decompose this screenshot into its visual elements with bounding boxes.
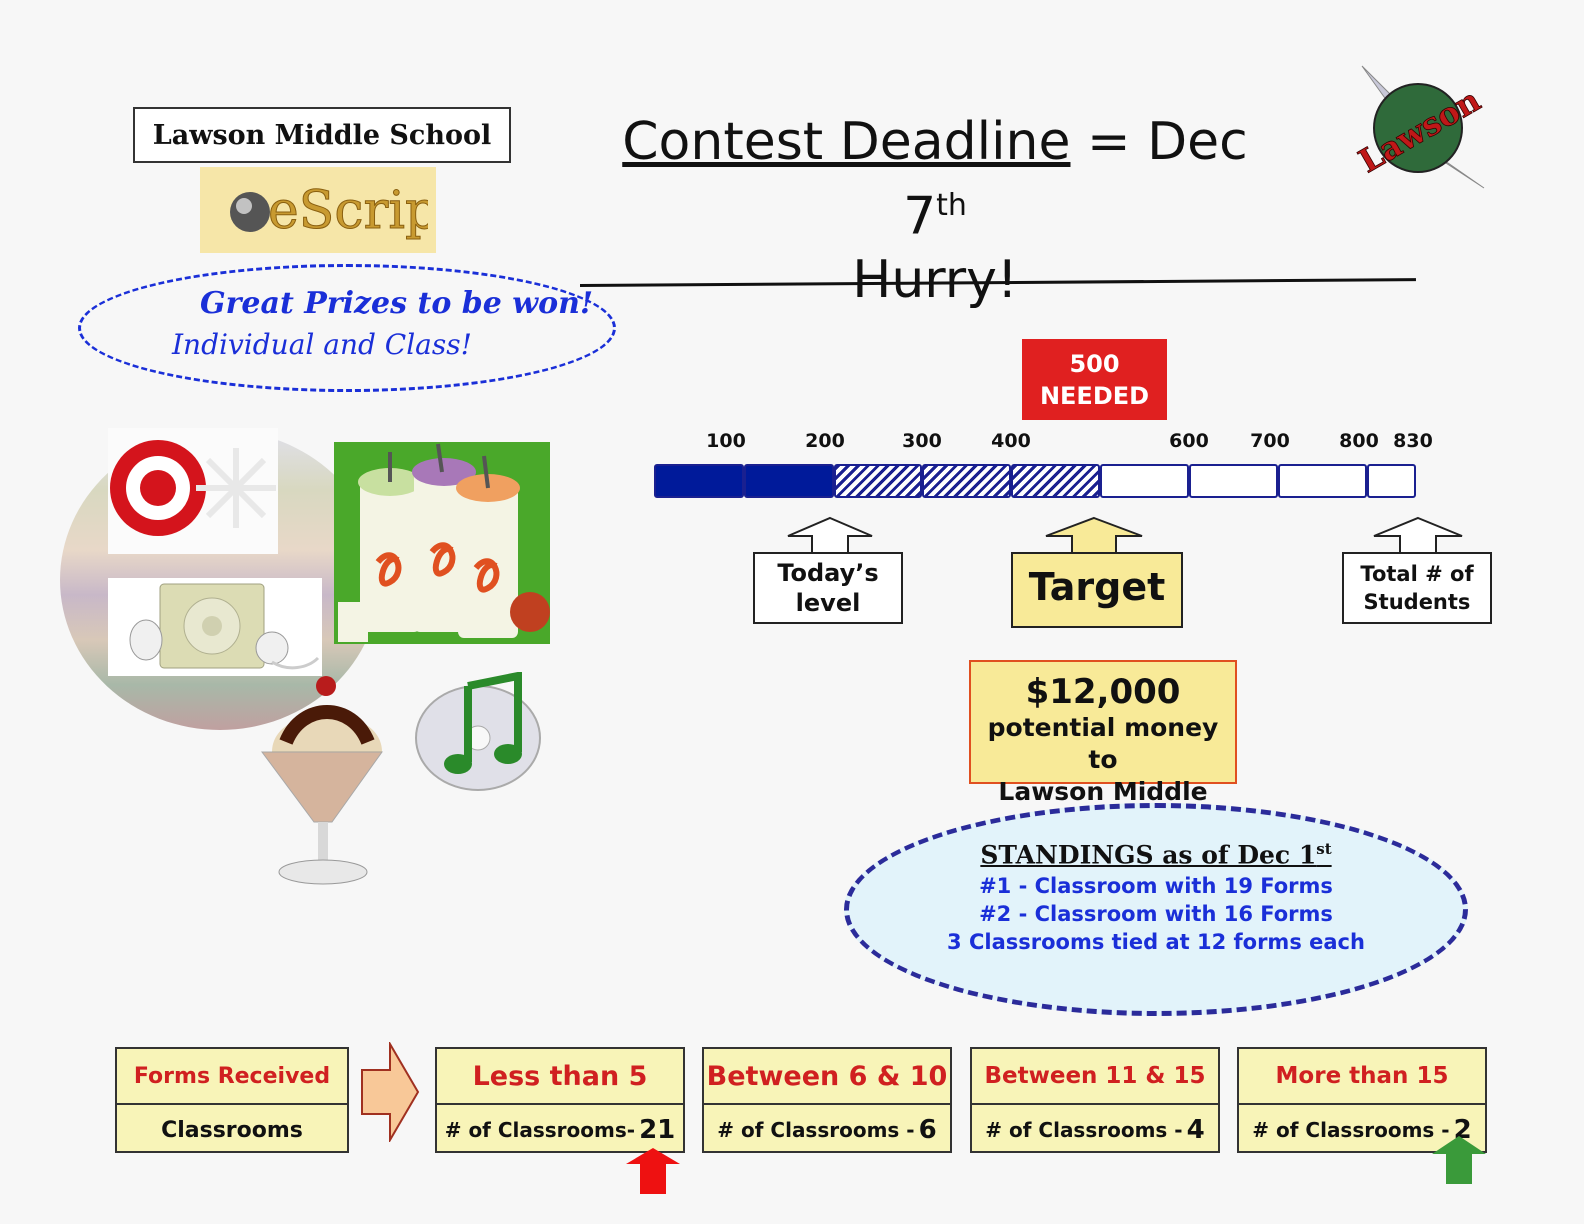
deadline-headline: Contest Deadline = Dec 7th Hurry! xyxy=(590,110,1280,312)
forms-bin-range: Less than 5 xyxy=(437,1049,683,1105)
tick-label: 200 xyxy=(805,430,845,452)
escrip-logo-text: eScrip xyxy=(268,181,428,241)
target-callout: Target xyxy=(1011,552,1183,628)
escrip-logo: eScrip xyxy=(200,167,436,253)
deadline-date: = Dec 7 xyxy=(903,112,1248,247)
itunes-music-icon xyxy=(414,671,542,792)
forms-bin-count-label: # of Classrooms - xyxy=(985,1118,1183,1142)
standings-title: STANDINGS as of Dec 1st xyxy=(844,840,1468,869)
tick-label: 800 xyxy=(1339,430,1379,452)
standings-line: 3 Classrooms tied at 12 forms each xyxy=(947,930,1365,954)
classrooms-label: Classrooms xyxy=(161,1117,303,1143)
school-name: Lawson Middle School xyxy=(152,119,492,151)
needed-number: 500 xyxy=(1069,349,1120,378)
jamba-juice-image xyxy=(334,442,550,644)
forms-bin-box: More than 15 # of Classrooms -2 xyxy=(1237,1047,1487,1153)
forms-bin-box: Between 6 & 10 # of Classrooms -6 xyxy=(702,1047,952,1153)
money-line-2: Lawson Middle xyxy=(998,777,1208,806)
money-box: $12,000 potential money to Lawson Middle xyxy=(969,660,1237,806)
forms-bin-count-label: # of Classrooms - xyxy=(717,1118,915,1142)
prizes-line-2: Individual and Class! xyxy=(172,328,472,361)
progress-segment-target xyxy=(1011,464,1100,498)
forms-bin-range: Between 6 & 10 xyxy=(704,1049,950,1105)
forms-bin-count: 4 xyxy=(1186,1115,1205,1145)
standings-line: #2 - Classroom with 16 Forms xyxy=(979,902,1333,926)
progress-segment-empty xyxy=(1278,464,1367,498)
deadline-sup: th xyxy=(936,188,967,223)
progress-segment-filled xyxy=(744,464,834,498)
deadline-label: Contest Deadline xyxy=(622,112,1071,172)
forms-bin-range: More than 15 xyxy=(1239,1049,1485,1105)
progress-segment-empty xyxy=(1189,464,1278,498)
forms-bin-box: Less than 5 # of Classrooms- 21 xyxy=(435,1047,685,1153)
forms-received-label: Forms Received xyxy=(117,1049,347,1105)
prizes-line-1: Great Prizes to be won! xyxy=(200,286,594,321)
sundae-image xyxy=(252,672,392,890)
ipod-shuffle-image xyxy=(108,578,322,676)
money-amount: $12,000 xyxy=(1025,672,1181,712)
forms-bin-count-label: # of Classrooms - xyxy=(1252,1118,1450,1142)
progress-segment-empty xyxy=(1100,464,1189,498)
standings-title-text: STANDINGS as of Dec 1 xyxy=(980,840,1317,870)
total-students-callout: Total # of Students xyxy=(1342,552,1492,624)
standings-ellipse xyxy=(844,803,1468,1016)
total-arrow-icon xyxy=(1373,516,1463,554)
tick-label: 830 xyxy=(1393,430,1433,452)
lawson-logo: Lawson xyxy=(1352,58,1487,192)
needed-badge: 500 NEEDED xyxy=(1022,339,1167,420)
forms-bin-count-label: # of Classrooms- xyxy=(444,1118,636,1142)
right-arrow-icon xyxy=(361,1042,420,1142)
prizes-ellipse xyxy=(78,264,616,392)
needed-label: NEEDED xyxy=(1039,381,1150,410)
tick-label: 700 xyxy=(1250,430,1290,452)
tick-label: 300 xyxy=(902,430,942,452)
tick-label: 400 xyxy=(991,430,1031,452)
today-level-callout: Today’s level xyxy=(753,552,903,624)
progress-segment-target xyxy=(922,464,1011,498)
target-logo xyxy=(108,428,278,554)
forms-bin-count: 6 xyxy=(918,1115,937,1145)
red-arrow-icon xyxy=(626,1148,680,1194)
progress-segment-target xyxy=(834,464,922,498)
target-arrow-icon xyxy=(1045,516,1143,554)
school-name-box: Lawson Middle School xyxy=(133,107,511,163)
forms-header-box: Forms Received Classrooms xyxy=(115,1047,349,1153)
standings-title-sup: st xyxy=(1316,840,1332,858)
tick-label: 600 xyxy=(1169,430,1209,452)
progress-segment-empty xyxy=(1367,464,1416,498)
green-arrow-icon xyxy=(1432,1136,1486,1184)
standings-line: #1 - Classroom with 19 Forms xyxy=(979,874,1333,898)
today-arrow-icon xyxy=(787,516,873,554)
money-line-1: potential money to xyxy=(987,713,1219,774)
progress-segment-filled xyxy=(654,464,744,498)
forms-bin-count: 21 xyxy=(639,1115,676,1145)
forms-bin-box: Between 11 & 15 # of Classrooms -4 xyxy=(970,1047,1220,1153)
tick-label: 100 xyxy=(706,430,746,452)
forms-bin-range: Between 11 & 15 xyxy=(972,1049,1218,1105)
